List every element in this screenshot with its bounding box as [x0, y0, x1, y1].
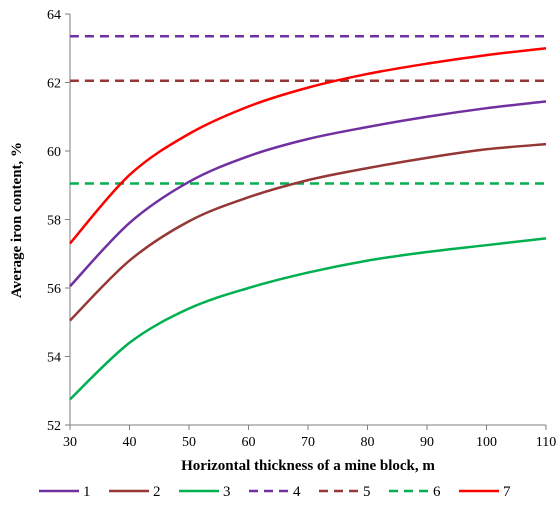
legend-label: 3 [223, 484, 231, 500]
legend-item-3: 3 [179, 484, 231, 500]
legend-item-4: 4 [249, 484, 301, 500]
legend-item-5: 5 [319, 484, 371, 500]
y-tick-label: 64 [47, 8, 61, 23]
x-tick-label: 100 [476, 435, 497, 450]
series-line-7 [69, 47, 547, 245]
series-line-1 [69, 100, 547, 288]
legend-label: 5 [363, 484, 371, 500]
x-tick-label: 60 [242, 435, 256, 450]
y-tick-label: 58 [47, 214, 61, 229]
x-tick-label: 90 [420, 435, 434, 450]
legend-label: 1 [83, 484, 91, 500]
y-tick-label: 56 [47, 282, 61, 297]
legend-label: 2 [153, 484, 161, 500]
y-tick-label: 60 [47, 145, 61, 160]
x-tick-label: 70 [301, 435, 315, 450]
legend-label: 7 [503, 484, 511, 500]
legend-item-7: 7 [459, 484, 511, 500]
y-tick-label: 54 [47, 351, 61, 366]
legend-item-2: 2 [109, 484, 161, 500]
series-line-2 [69, 142, 547, 322]
x-tick-label: 30 [63, 435, 77, 450]
legend-label: 6 [433, 484, 441, 500]
x-tick-label: 110 [536, 435, 556, 450]
axis-ticks: 52 54 56 58 60 62 64 30 40 50 60 70 80 90 100 110 [47, 8, 556, 450]
series-line-3 [69, 237, 547, 401]
x-tick-label: 40 [123, 435, 137, 450]
legend-label: 4 [293, 484, 301, 500]
series-layer [69, 35, 547, 401]
legend-item-6: 6 [389, 484, 441, 500]
x-tick-label: 50 [182, 435, 196, 450]
y-tick-label: 52 [47, 419, 61, 434]
legend-item-1: 1 [39, 484, 91, 500]
legend: 1 2 3 4 5 6 7 [39, 484, 511, 500]
x-tick-label: 80 [361, 435, 375, 450]
y-tick-label: 62 [47, 77, 61, 92]
x-axis-title: Horizontal thickness of a mine block, m [181, 458, 435, 474]
y-axis-title: Average iron content, % [9, 142, 25, 298]
plot-area [69, 14, 546, 426]
